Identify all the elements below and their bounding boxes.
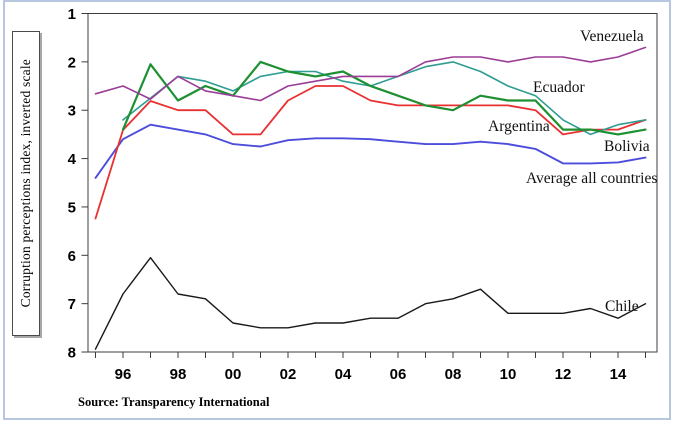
x-tick-label: 06: [390, 366, 407, 383]
y-axis-title: Corruption perceptions index, inverted s…: [18, 59, 33, 308]
x-tick-label: 96: [115, 366, 132, 383]
series-label-chile: Chile: [605, 298, 639, 315]
x-tick-label: 10: [500, 366, 517, 383]
x-tick-label: 04: [335, 366, 352, 383]
series-label-ecuador: Ecuador: [533, 79, 585, 96]
y-tick-label: 4: [68, 151, 77, 168]
x-tick-label: 02: [280, 366, 297, 383]
series-line-average-all-countries: [94, 123, 647, 179]
y-tick-label: 3: [68, 103, 76, 120]
series-line-chile: [94, 257, 647, 350]
series-label-average-all-countries: Average all countries: [526, 170, 657, 187]
series-label-argentina: Argentina: [488, 118, 550, 135]
x-tick-label: 08: [445, 366, 462, 383]
x-tick-label: 12: [555, 366, 572, 383]
y-tick-label: 2: [68, 54, 76, 71]
series-label-bolivia: Bolivia: [604, 138, 650, 155]
y-tick-label: 7: [68, 296, 76, 313]
source-note: Source: Transparency International: [78, 395, 270, 409]
y-tick-label: 5: [68, 199, 76, 216]
y-tick-label: 1: [68, 6, 76, 23]
y-axis-title-box: Corruption perceptions index, inverted s…: [12, 31, 40, 336]
y-tick-label: 8: [68, 345, 76, 362]
series-line-bolivia: [121, 60, 647, 136]
series-line-argentina: [94, 85, 647, 220]
x-tick-label: 14: [610, 366, 627, 383]
plot-frame: [87, 13, 658, 353]
x-tick-label: 98: [170, 366, 187, 383]
x-tick-label: 00: [225, 366, 242, 383]
y-tick-label: 6: [68, 248, 76, 265]
series-line-ecuador: [122, 61, 647, 136]
series-label-venezuela: Venezuela: [580, 28, 644, 45]
series-line-venezuela: [94, 46, 647, 102]
